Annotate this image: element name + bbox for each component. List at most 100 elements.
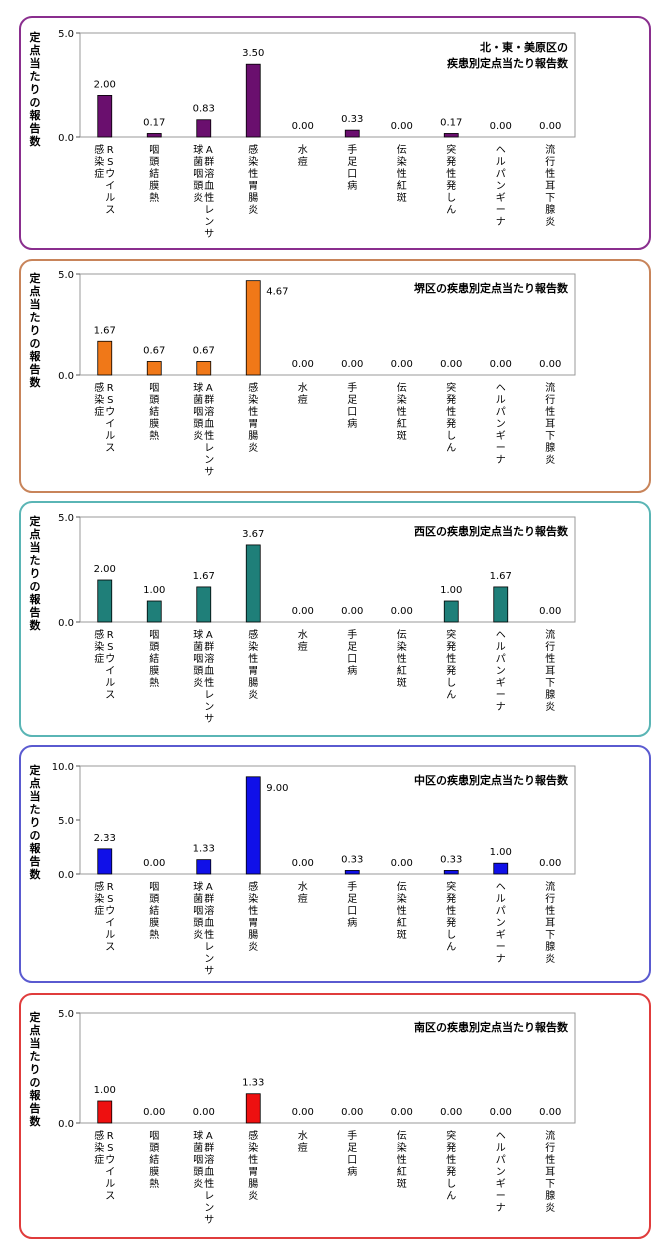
- x-tick-char: 性: [446, 405, 456, 418]
- x-tick-char: ン: [496, 918, 506, 929]
- x-tick-char: サ: [204, 228, 214, 240]
- x-tick-char: 咽: [149, 1130, 159, 1142]
- x-tick-char: ン: [204, 455, 214, 466]
- x-tick-char: 足: [347, 1142, 357, 1154]
- x-tick-char: 突: [446, 628, 456, 641]
- x-tick-char: ン: [496, 1167, 506, 1178]
- x-tick-char: 頭: [193, 1166, 203, 1178]
- x-tick-char: 性: [248, 167, 258, 180]
- x-tick-label: 水痘: [298, 629, 308, 653]
- x-tick-char: イ: [105, 1167, 115, 1178]
- x-tick-char: ル: [105, 431, 115, 442]
- y-tick-label: 5.0: [58, 513, 74, 524]
- x-tick-char: 口: [347, 169, 357, 180]
- y-axis-label-char: 告: [30, 605, 41, 619]
- x-tick-char: 菌: [193, 394, 203, 406]
- x-tick-char: 群: [204, 155, 214, 168]
- x-tick-char: し: [446, 430, 456, 442]
- x-tick-char: 伝: [397, 382, 407, 394]
- y-tick-label: 0.0: [58, 618, 74, 629]
- x-tick-char: 咽: [193, 1154, 203, 1166]
- x-tick-char: 頭: [149, 156, 159, 168]
- x-tick-char: 咽: [193, 168, 203, 180]
- y-axis-label-char: 点: [30, 527, 41, 541]
- x-tick-char: 行: [545, 393, 555, 406]
- x-tick-char: ス: [105, 942, 115, 953]
- y-axis-label-char: た: [30, 554, 41, 567]
- y-axis-label-char: 点: [30, 776, 41, 790]
- x-tick-char: 足: [347, 394, 357, 406]
- x-tick-char: A: [206, 1131, 213, 1142]
- x-tick-char: 性: [204, 676, 214, 689]
- bar: [493, 586, 509, 623]
- x-tick-char: 膜: [149, 665, 159, 677]
- x-tick-char: 熱: [149, 429, 159, 442]
- x-tick-char: ル: [496, 1143, 506, 1154]
- x-tick-char: 耳: [545, 917, 555, 929]
- x-tick-char: 炎: [193, 430, 203, 442]
- x-tick-char: 発: [446, 417, 456, 430]
- x-tick-char: 胃: [248, 665, 258, 677]
- y-axis-label-char: た: [30, 803, 41, 816]
- x-tick-char: ス: [105, 443, 115, 454]
- x-tick-char: 斑: [397, 676, 407, 689]
- y-axis-label-char: り: [30, 567, 41, 580]
- x-tick-char: 流: [545, 1129, 555, 1142]
- x-tick-char: ル: [496, 157, 506, 168]
- data-label: 1.00: [440, 585, 462, 596]
- x-tick-char: し: [446, 192, 456, 204]
- x-tick-label: 水痘: [298, 881, 308, 905]
- bar: [245, 63, 261, 138]
- x-tick-char: 腸: [248, 677, 258, 689]
- x-tick-char: 水: [298, 1130, 308, 1142]
- x-tick-char: 痘: [298, 640, 308, 653]
- chart-title: 堺区の疾患別定点当たり報告数: [414, 281, 569, 295]
- x-tick-char: ん: [446, 442, 456, 454]
- x-tick-label: 水痘: [298, 144, 308, 168]
- x-tick-char: 溶: [204, 652, 214, 665]
- x-tick-char: 球: [193, 381, 203, 394]
- data-label: 1.00: [94, 1085, 116, 1096]
- data-label: 0.00: [539, 121, 561, 132]
- x-tick-char: ヘ: [496, 630, 506, 641]
- y-axis-label-char: 定: [30, 30, 41, 44]
- x-tick-char: 伝: [397, 1130, 407, 1142]
- x-tick-char: 性: [446, 904, 456, 917]
- chart-panel-5: 0.05.0定点当たりの報告数南区の疾患別定点当たり報告数1.00RSウイルス感…: [19, 993, 651, 1239]
- x-tick-char: 痘: [298, 393, 308, 406]
- data-label: 1.67: [193, 571, 215, 582]
- x-tick-char: 性: [446, 652, 456, 665]
- x-tick-char: ン: [496, 666, 506, 677]
- x-tick-char: サ: [204, 965, 214, 977]
- y-tick-label: 0.0: [58, 133, 74, 144]
- x-tick-char: 下: [545, 431, 555, 442]
- x-tick-char: 性: [446, 167, 456, 180]
- x-tick-char: レ: [204, 443, 214, 454]
- x-tick-char: 染: [248, 155, 258, 168]
- x-tick-char: R: [107, 630, 114, 641]
- x-tick-char: ン: [204, 954, 214, 965]
- data-label: 0.00: [391, 359, 413, 370]
- x-tick-char: 症: [94, 405, 104, 418]
- x-tick-char: ン: [204, 217, 214, 228]
- x-tick-char: 染: [94, 155, 104, 168]
- x-tick-char: ル: [105, 1179, 115, 1190]
- x-tick-char: R: [107, 145, 114, 156]
- x-tick-char: 口: [347, 407, 357, 418]
- x-tick-char: 菌: [193, 641, 203, 653]
- data-label: 1.67: [490, 571, 512, 582]
- x-tick-char: 染: [94, 640, 104, 653]
- x-tick-char: 咽: [149, 881, 159, 893]
- x-tick-char: 紅: [397, 418, 407, 430]
- data-label: 0.33: [341, 114, 363, 125]
- data-label: 0.67: [143, 345, 165, 356]
